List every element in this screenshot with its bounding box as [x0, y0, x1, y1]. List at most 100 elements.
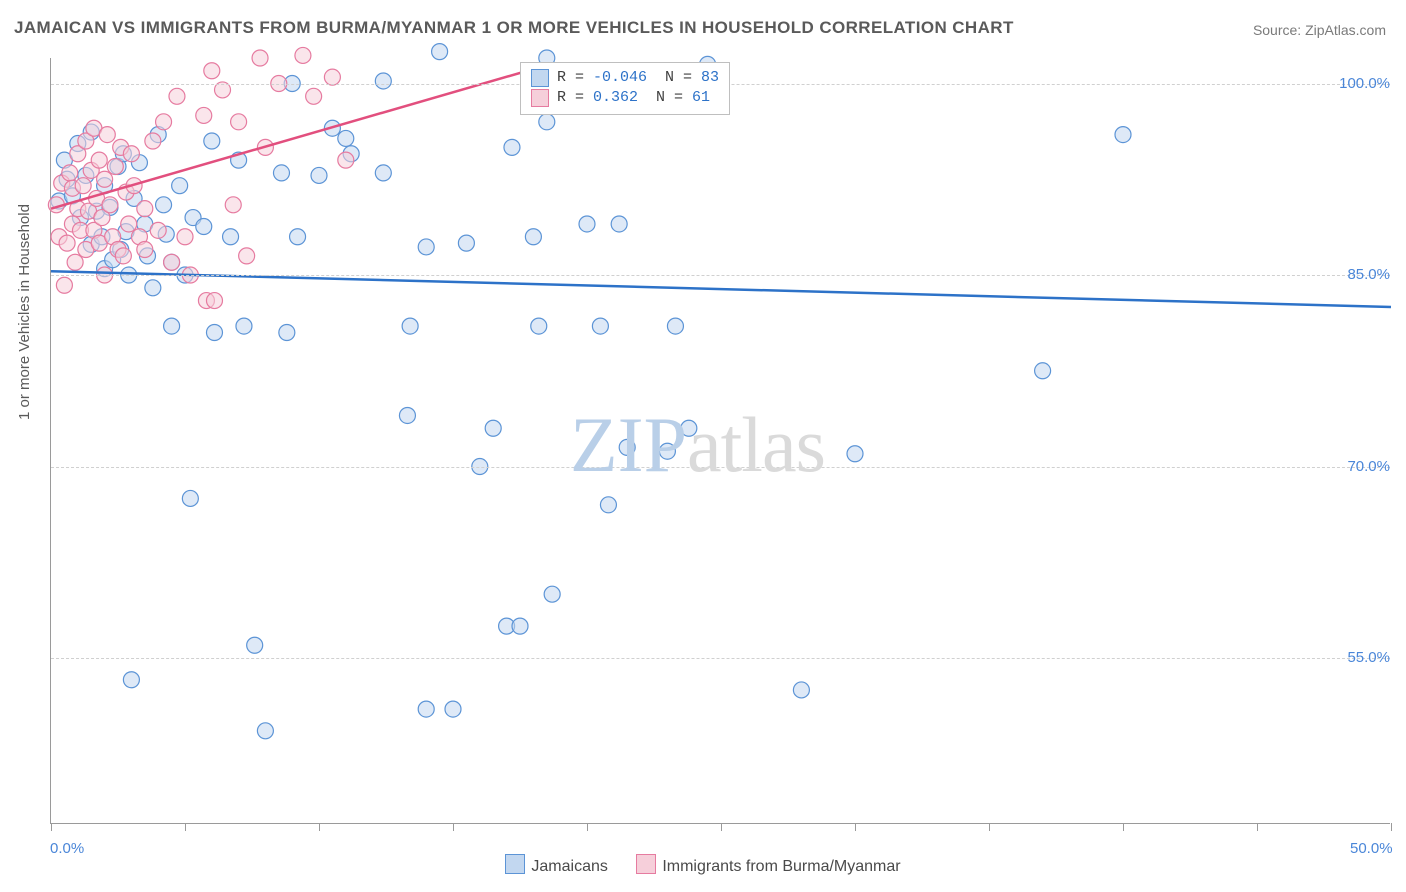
x-tick — [51, 823, 52, 831]
data-point — [231, 114, 247, 130]
data-point — [62, 165, 78, 181]
data-point — [485, 420, 501, 436]
n-value-a: 83 — [701, 69, 719, 86]
data-point — [182, 490, 198, 506]
legend-label-b: Immigrants from Burma/Myanmar — [662, 858, 900, 875]
data-point — [164, 254, 180, 270]
data-point — [123, 672, 139, 688]
data-point — [115, 248, 131, 264]
x-tick — [587, 823, 588, 831]
x-tick — [721, 823, 722, 831]
data-point — [67, 254, 83, 270]
data-point — [156, 197, 172, 213]
data-point — [121, 216, 137, 232]
data-point — [681, 420, 697, 436]
gridline — [51, 658, 1390, 659]
data-point — [102, 197, 118, 213]
data-point — [311, 167, 327, 183]
data-point — [150, 222, 166, 238]
data-point — [399, 407, 415, 423]
data-point — [611, 216, 627, 232]
gridline — [51, 467, 1390, 468]
data-point — [418, 701, 434, 717]
y-axis-label: 1 or more Vehicles in Household — [16, 204, 33, 420]
data-point — [247, 637, 263, 653]
x-tick — [453, 823, 454, 831]
data-point — [145, 280, 161, 296]
data-point — [418, 239, 434, 255]
data-point — [1035, 363, 1051, 379]
data-point — [137, 242, 153, 258]
data-point — [338, 130, 354, 146]
y-tick-label: 100.0% — [1339, 75, 1390, 92]
data-point — [512, 618, 528, 634]
data-point — [579, 216, 595, 232]
x-tick — [319, 823, 320, 831]
data-point — [273, 165, 289, 181]
data-point — [847, 446, 863, 462]
data-point — [223, 229, 239, 245]
r-value-b: 0.362 — [593, 89, 638, 106]
data-point — [107, 159, 123, 175]
data-point — [156, 114, 172, 130]
data-point — [206, 324, 222, 340]
data-point — [544, 586, 560, 602]
data-point — [257, 723, 273, 739]
data-point — [619, 439, 635, 455]
data-point — [99, 127, 115, 143]
data-point — [279, 324, 295, 340]
legend-swatch-a — [531, 69, 549, 87]
data-point — [531, 318, 547, 334]
data-point — [123, 146, 139, 162]
legend-label-a: Jamaicans — [531, 858, 607, 875]
data-point — [225, 197, 241, 213]
data-point — [172, 178, 188, 194]
data-point — [306, 88, 322, 104]
data-point — [525, 229, 541, 245]
data-point — [793, 682, 809, 698]
data-point — [667, 318, 683, 334]
x-tick-label: 0.0% — [50, 840, 84, 857]
data-point — [338, 152, 354, 168]
data-point — [295, 47, 311, 63]
data-point — [204, 63, 220, 79]
data-point — [137, 201, 153, 217]
data-point — [539, 114, 555, 130]
data-point — [56, 277, 72, 293]
data-point — [458, 235, 474, 251]
legend-swatch-a-bottom — [505, 854, 525, 874]
trend-line — [51, 271, 1391, 307]
y-tick-label: 85.0% — [1347, 266, 1390, 283]
x-tick — [855, 823, 856, 831]
data-point — [375, 73, 391, 89]
data-point — [236, 318, 252, 334]
data-point — [290, 229, 306, 245]
y-tick-label: 70.0% — [1347, 458, 1390, 475]
scatter-svg — [51, 58, 1390, 823]
gridline — [51, 275, 1390, 276]
data-point — [432, 44, 448, 60]
data-point — [75, 178, 91, 194]
data-point — [1115, 127, 1131, 143]
data-point — [445, 701, 461, 717]
data-point — [592, 318, 608, 334]
data-point — [145, 133, 161, 149]
data-point — [402, 318, 418, 334]
data-point — [59, 235, 75, 251]
data-point — [177, 229, 193, 245]
data-point — [239, 248, 255, 264]
data-point — [600, 497, 616, 513]
source-attribution: Source: ZipAtlas.com — [1253, 22, 1386, 38]
legend-swatch-b — [531, 89, 549, 107]
x-tick — [1123, 823, 1124, 831]
x-tick — [989, 823, 990, 831]
x-tick — [1257, 823, 1258, 831]
data-point — [204, 133, 220, 149]
data-point — [164, 318, 180, 334]
data-point — [375, 165, 391, 181]
data-point — [206, 293, 222, 309]
data-point — [659, 443, 675, 459]
data-point — [169, 88, 185, 104]
series-legend: Jamaicans Immigrants from Burma/Myanmar — [0, 854, 1406, 876]
data-point — [504, 139, 520, 155]
